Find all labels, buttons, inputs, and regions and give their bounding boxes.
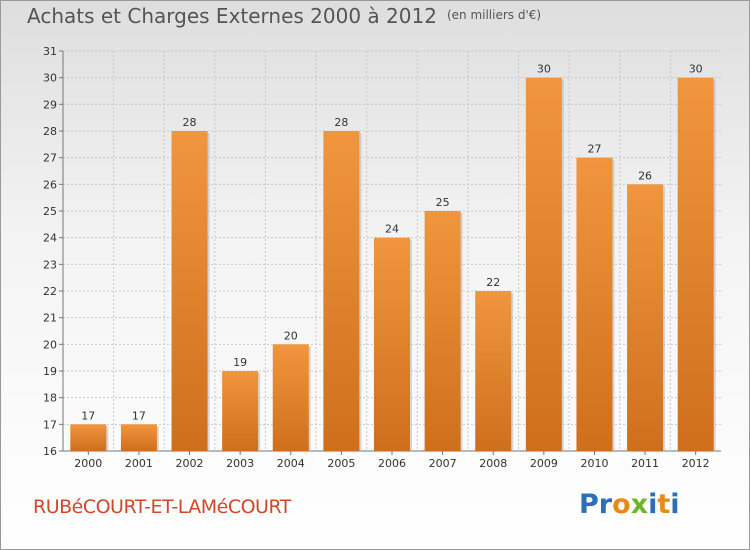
data-label: 20 (284, 329, 298, 342)
x-tick-label: 2004 (277, 457, 305, 470)
data-label: 17 (81, 409, 95, 422)
x-tick-label: 2011 (631, 457, 659, 470)
y-tick-label: 16 (43, 445, 57, 458)
bar (272, 344, 309, 451)
bar (525, 77, 562, 452)
y-tick-label: 26 (43, 178, 57, 191)
logo-letter: i (648, 489, 658, 520)
bar (323, 131, 360, 451)
y-tick-label: 21 (43, 312, 57, 325)
bar (171, 131, 208, 451)
proxiti-logo[interactable]: Proxiti (579, 489, 680, 520)
x-tick-label: 2009 (530, 457, 558, 470)
y-tick-label: 28 (43, 125, 57, 138)
x-tick-label: 2007 (429, 457, 457, 470)
x-tick-label: 2006 (378, 457, 406, 470)
bar (576, 157, 613, 451)
y-tick-label: 20 (43, 338, 57, 351)
bar (222, 371, 259, 451)
bar (424, 211, 461, 451)
commune-name: RUBéCOURT-ET-LAMéCOURT (33, 496, 291, 518)
data-label: 19 (233, 356, 247, 369)
chart-title-text: Achats et Charges Externes 2000 à 2012 (27, 4, 437, 28)
logo-letter: o (612, 489, 631, 520)
bar (120, 424, 157, 451)
y-tick-label: 18 (43, 392, 57, 405)
x-tick-label: 2002 (176, 457, 204, 470)
bar (475, 291, 512, 451)
y-tick-label: 31 (43, 45, 57, 58)
data-label: 25 (436, 196, 450, 209)
x-tick-label: 2008 (479, 457, 507, 470)
data-label: 24 (385, 223, 399, 236)
y-tick-label: 30 (43, 72, 57, 85)
chart-unit: (en milliers d'€) (446, 8, 542, 22)
data-label: 28 (334, 116, 348, 129)
x-tick-label: 2003 (226, 457, 254, 470)
data-label: 28 (183, 116, 197, 129)
data-label: 30 (689, 63, 703, 76)
x-tick-label: 2012 (682, 457, 710, 470)
logo-letter: t (657, 489, 671, 520)
logo-letter: r (598, 489, 613, 520)
logo-letter: x (630, 489, 649, 520)
y-tick-label: 22 (43, 285, 57, 298)
logo-letter: i (670, 489, 680, 520)
bar (374, 237, 410, 451)
x-tick-label: 2000 (74, 457, 102, 470)
data-label: 30 (537, 63, 551, 76)
y-tick-label: 27 (43, 152, 57, 165)
bar (677, 77, 714, 452)
y-tick-label: 19 (43, 365, 57, 378)
data-label: 27 (587, 143, 601, 156)
chart-title: Achats et Charges Externes 2000 à 2012 (e… (27, 4, 541, 28)
x-tick-label: 2010 (580, 457, 608, 470)
y-tick-label: 24 (43, 232, 57, 245)
x-tick-label: 2005 (327, 457, 355, 470)
labels: 16 17 18 19 20 21 22 23 24 25 26 27 28 29 30 31 17 2000 17… (43, 45, 710, 470)
data-label: 26 (638, 169, 652, 182)
x-tick-label: 2001 (125, 457, 153, 470)
bar (70, 424, 107, 451)
bar (627, 184, 664, 452)
y-tick-label: 29 (43, 98, 57, 111)
y-tick-label: 23 (43, 258, 57, 271)
y-tick-label: 25 (43, 205, 57, 218)
logo-letter: P (579, 489, 599, 520)
y-tick-label: 17 (43, 418, 57, 431)
bars (70, 77, 716, 452)
data-label: 22 (486, 276, 500, 289)
data-label: 17 (132, 409, 146, 422)
